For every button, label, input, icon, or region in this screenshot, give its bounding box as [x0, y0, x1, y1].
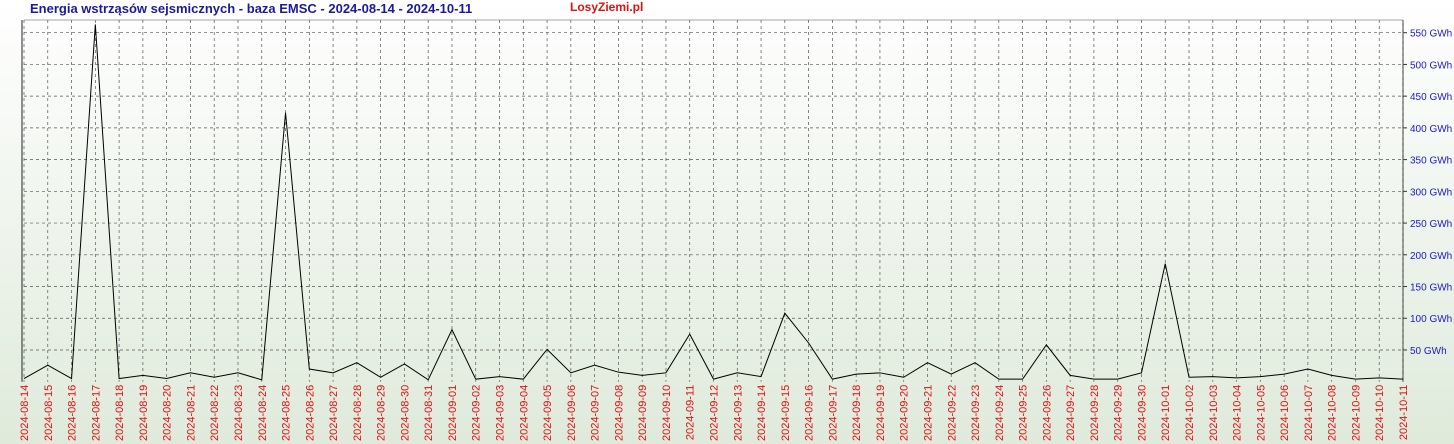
x-tick-label: 2024-09-30 [1136, 385, 1148, 441]
x-tick-label: 2024-09-12 [709, 385, 721, 441]
x-tick-label: 2024-08-29 [376, 385, 388, 441]
x-tick-label: 2024-09-07 [590, 385, 602, 441]
x-tick-label: 2024-08-23 [233, 385, 245, 441]
x-tick-label: 2024-08-16 [67, 385, 79, 441]
x-tick-label: 2024-08-27 [328, 385, 340, 441]
y-tick-label: 550 GWh [1410, 29, 1452, 40]
y-tick-label: 100 GWh [1410, 314, 1452, 325]
x-tick-label: 2024-08-21 [185, 385, 197, 441]
x-tick-label: 2024-09-10 [661, 385, 673, 441]
x-tick-label: 2024-10-06 [1279, 385, 1291, 441]
x-tick-label: 2024-09-23 [970, 385, 982, 441]
chart-title: Energia wstrząsów sejsmicznych - baza EM… [30, 1, 472, 16]
x-tick-label: 2024-09-19 [875, 385, 887, 441]
x-tick-label: 2024-09-17 [827, 385, 839, 441]
x-tick-label: 2024-09-21 [922, 385, 934, 441]
x-tick-label: 2024-08-18 [114, 385, 126, 441]
x-tick-label: 2024-09-01 [447, 385, 459, 441]
x-tick-label: 2024-10-10 [1374, 385, 1386, 441]
x-tick-label: 2024-08-17 [90, 385, 102, 441]
x-tick-label: 2024-09-05 [542, 385, 554, 441]
plot-area: 50 GWh 100 GWh 150 GWh 200 GWh 250 GWh 300 GW… [19, 19, 1452, 441]
x-tick-label: 2024-10-04 [1232, 385, 1244, 441]
x-tick-label: 2024-08-14 [19, 385, 31, 441]
x-tick-label: 2024-08-24 [257, 385, 269, 441]
x-tick-label: 2024-10-03 [1208, 385, 1220, 441]
x-tick-label: 2024-08-20 [162, 385, 174, 441]
x-tick-label: 2024-09-20 [899, 385, 911, 441]
x-tick-label: 2024-08-25 [281, 385, 293, 441]
y-tick-label: 350 GWh [1410, 156, 1452, 167]
x-tick-label: 2024-10-07 [1303, 385, 1315, 441]
x-tick-label: 2024-10-01 [1160, 385, 1172, 441]
x-tick-label: 2024-10-09 [1350, 385, 1362, 441]
y-tick-label: 400 GWh [1410, 124, 1452, 135]
x-tick-label: 2024-09-04 [518, 385, 530, 441]
x-tick-label: 2024-09-02 [471, 385, 483, 441]
x-tick-label: 2024-10-05 [1255, 385, 1267, 441]
x-tick-label: 2024-09-25 [1018, 385, 1030, 441]
x-tick-label: 2024-08-26 [304, 385, 316, 441]
x-tick-label: 2024-08-15 [43, 385, 55, 441]
x-tick-label: 2024-09-13 [732, 385, 744, 441]
x-tick-label: 2024-08-31 [423, 385, 435, 441]
x-tick-label: 2024-09-28 [1089, 385, 1101, 441]
x-tick-label: 2024-10-02 [1184, 385, 1196, 441]
x-tick-label: 2024-09-11 [685, 385, 697, 440]
x-tick-label: 2024-09-03 [495, 385, 507, 441]
x-tick-label: 2024-09-09 [637, 385, 649, 441]
line-series [23, 24, 1404, 381]
x-tick-label: 2024-08-19 [138, 385, 150, 441]
y-tick-label: 250 GWh [1410, 219, 1452, 230]
y-tick-label: 500 GWh [1410, 60, 1452, 71]
x-tick-label: 2024-09-16 [804, 385, 816, 441]
x-tick-label: 2024-08-30 [399, 385, 411, 441]
x-tick-label: 2024-08-22 [209, 385, 221, 441]
y-tick-label: 50 GWh [1410, 346, 1447, 357]
y-tick-label: 150 GWh [1410, 283, 1452, 294]
x-tick-label: 2024-10-08 [1327, 385, 1339, 441]
y-tick-label: 450 GWh [1410, 92, 1452, 103]
x-tick-label: 2024-09-26 [1041, 385, 1053, 441]
x-tick-label: 2024-09-29 [1113, 385, 1125, 441]
watermark: LosyZiemi.pl [570, 0, 643, 14]
x-tick-label: 2024-09-08 [613, 385, 625, 441]
x-tick-label: 2024-09-15 [780, 385, 792, 441]
x-tick-label: 2024-09-22 [946, 385, 958, 441]
y-tick-label: 200 GWh [1410, 251, 1452, 262]
x-tick-label: 2024-09-06 [566, 385, 578, 441]
x-tick-label: 2024-09-27 [1065, 385, 1077, 441]
x-tick-label: 2024-08-28 [352, 385, 364, 441]
x-tick-label: 2024-09-18 [851, 385, 863, 441]
x-tick-label: 2024-10-11 [1398, 385, 1410, 440]
x-tick-label: 2024-09-24 [994, 385, 1006, 441]
y-tick-label: 300 GWh [1410, 187, 1452, 198]
x-tick-label: 2024-09-14 [756, 385, 768, 441]
